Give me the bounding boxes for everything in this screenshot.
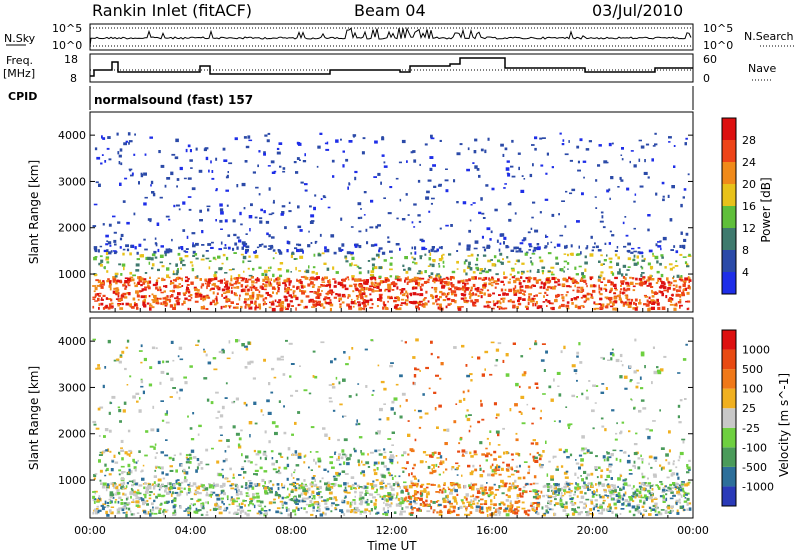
colorbar-label-6: -500 — [742, 461, 767, 474]
nave-tick-low: 0 — [703, 72, 710, 85]
velocity-scatter-cells — [92, 338, 691, 517]
colorbar-label-5: -100 — [742, 441, 767, 454]
velocity-panel: 1000 2000 3000 4000 00:00 04:00 08:00 12:00 16:… — [58, 318, 709, 537]
x-tick-label-2: 08:00 — [275, 524, 307, 537]
y-tick-label-0: 1000 — [58, 474, 86, 487]
colorbar-swatch-7 — [722, 350, 736, 370]
colorbar-swatch-4 — [722, 408, 736, 428]
freq-trace — [90, 58, 693, 76]
freq-tick-high: 18 — [64, 53, 78, 66]
y-tick-label-1: 2000 — [58, 222, 86, 235]
freq-unit: [MHz] — [3, 67, 35, 80]
colorbar-swatch-8 — [722, 330, 736, 350]
colorbar-label-7: -1000 — [742, 480, 774, 493]
freq-nave-panel — [90, 54, 693, 82]
nave-tick-high: 60 — [703, 53, 717, 66]
x-tick-label-3: 12:00 — [376, 524, 408, 537]
y-tick-label-3: 4000 — [58, 129, 86, 142]
cpid-value: normalsound (fast) 157 — [94, 93, 253, 107]
colorbar-swatch-4 — [722, 184, 736, 206]
colorbar-label-0: 4 — [742, 266, 749, 279]
velocity-x-ticks: 00:00 04:00 08:00 12:00 16:00 20:00 00:00 — [74, 512, 709, 537]
colorbar-swatch-7 — [722, 118, 736, 140]
velocity-xlabel: Time UT — [366, 539, 417, 553]
velocity-colorbar-label: Velocity [m s^-1] — [777, 373, 791, 477]
y-tick-label-3: 4000 — [58, 335, 86, 348]
power-colorbar: 4 8 12 16 20 24 28 — [722, 118, 756, 294]
colorbar-swatch-2 — [722, 228, 736, 250]
colorbar-label-2: 100 — [742, 383, 763, 396]
colorbar-label-3: 25 — [742, 402, 756, 415]
colorbar-label-4: -25 — [742, 422, 760, 435]
y-tick-label-0: 1000 — [58, 268, 86, 281]
colorbar-label-6: 28 — [742, 134, 756, 147]
colorbar-swatch-3 — [722, 206, 736, 228]
velocity-colorbar: 1000 500 100 25 -25 -100 -500 -1000 — [722, 330, 774, 506]
beam-title: Beam 04 — [354, 1, 426, 20]
colorbar-swatch-3 — [722, 428, 736, 448]
x-tick-label-1: 04:00 — [175, 524, 207, 537]
colorbar-swatch-0 — [722, 486, 736, 506]
power-panel: 1000 2000 3000 4000 — [58, 112, 693, 312]
colorbar-swatch-1 — [722, 467, 736, 487]
colorbar-swatch-6 — [722, 140, 736, 162]
nsky-trace — [90, 28, 691, 46]
freq-label: Freq. — [6, 54, 33, 67]
colorbar-label-0: 1000 — [742, 344, 770, 357]
colorbar-label-3: 16 — [742, 200, 756, 213]
colorbar-label-1: 500 — [742, 363, 763, 376]
station-title: Rankin Inlet (fitACF) — [92, 1, 252, 20]
colorbar-swatch-1 — [722, 250, 736, 272]
colorbar-swatch-0 — [722, 272, 736, 294]
nsky-panel — [90, 24, 693, 50]
y-tick-label-2: 3000 — [58, 175, 86, 188]
nsky-line — [90, 28, 691, 46]
power-scatter-cells — [92, 132, 691, 311]
nsearch-tick-low: 10^0 — [703, 39, 733, 52]
colorbar-swatch-5 — [722, 389, 736, 409]
nsearch-label: N.Search — [744, 30, 794, 43]
colorbar-swatch-6 — [722, 369, 736, 389]
power-colorbar-label: Power [dB] — [759, 177, 773, 242]
freq-line — [90, 58, 693, 76]
colorbar-label-1: 8 — [742, 244, 749, 257]
colorbar-label-4: 20 — [742, 178, 756, 191]
x-tick-label-5: 20:00 — [577, 524, 609, 537]
nsky-tick-high: 10^5 — [52, 22, 82, 35]
colorbar-swatch-2 — [722, 447, 736, 467]
x-tick-label-0: 00:00 — [74, 524, 106, 537]
freq-tick-low: 8 — [70, 72, 77, 85]
x-tick-label-4: 16:00 — [476, 524, 508, 537]
date-title: 03/Jul/2010 — [592, 1, 683, 20]
nsearch-tick-high: 10^5 — [703, 22, 733, 35]
velocity-ylabel: Slant Range [km] — [27, 366, 41, 470]
y-tick-label-2: 3000 — [58, 381, 86, 394]
x-tick-label-6: 00:00 — [677, 524, 709, 537]
y-tick-label-1: 2000 — [58, 428, 86, 441]
nave-label: Nave — [748, 62, 776, 75]
power-ylabel: Slant Range [km] — [27, 160, 41, 264]
nsky-tick-low: 10^0 — [52, 39, 82, 52]
colorbar-label-2: 12 — [742, 222, 756, 235]
cpid-label: CPID — [8, 90, 37, 103]
colorbar-swatch-5 — [722, 162, 736, 184]
colorbar-label-5: 24 — [742, 156, 756, 169]
nsky-label: N.Sky — [4, 32, 36, 45]
